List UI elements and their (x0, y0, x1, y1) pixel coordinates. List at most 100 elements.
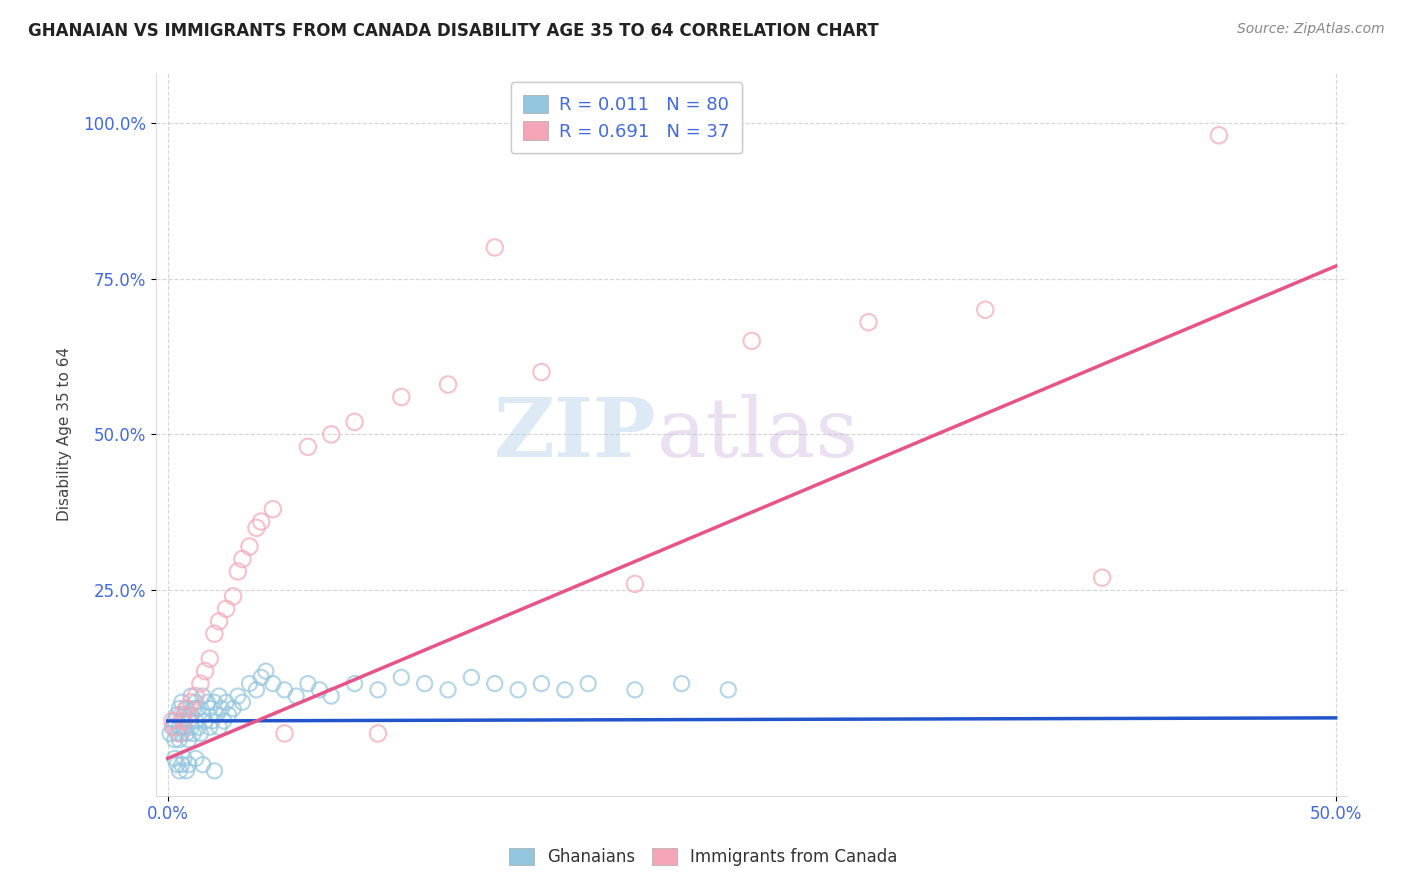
Point (208, 720, 231, 734)
Point (173, 707, 195, 722)
Point (321, 427, 343, 442)
Point (389, 390, 412, 404)
Point (170, 695, 193, 709)
Point (238, 540, 260, 554)
Point (194, 714, 217, 728)
Point (173, 720, 195, 734)
Point (343, 415, 366, 429)
Point (202, 626, 225, 640)
Point (166, 707, 188, 722)
Point (215, 695, 238, 709)
Point (184, 695, 207, 709)
Point (238, 676, 260, 690)
Point (1208, 128, 1230, 143)
Point (170, 707, 193, 722)
Point (162, 720, 184, 734)
Point (176, 701, 198, 715)
Point (180, 695, 202, 709)
Point (197, 695, 219, 709)
Point (226, 565, 249, 579)
Point (671, 676, 693, 690)
Point (209, 701, 232, 715)
Point (187, 720, 209, 734)
Point (297, 676, 319, 690)
Point (245, 521, 267, 535)
Point (321, 689, 343, 703)
Legend: R = 0.011   N = 80, R = 0.691   N = 37: R = 0.011 N = 80, R = 0.691 N = 37 (510, 82, 742, 153)
Point (215, 602, 238, 616)
Point (177, 714, 200, 728)
Point (202, 764, 225, 778)
Point (389, 670, 412, 684)
Point (250, 515, 273, 529)
Point (624, 577, 647, 591)
Point (176, 701, 198, 715)
Point (974, 302, 997, 317)
Point (198, 651, 221, 665)
Point (205, 707, 228, 722)
Point (222, 590, 245, 604)
Point (180, 689, 202, 703)
Point (201, 714, 224, 728)
Point (624, 682, 647, 697)
Point (191, 757, 214, 772)
Point (169, 726, 191, 740)
Point (183, 726, 205, 740)
Text: atlas: atlas (657, 394, 859, 475)
Point (413, 676, 436, 690)
Point (180, 720, 202, 734)
Point (217, 707, 239, 722)
Point (198, 720, 221, 734)
Point (190, 726, 212, 740)
Point (163, 751, 186, 765)
Point (208, 615, 231, 629)
Point (250, 670, 273, 684)
Point (163, 732, 186, 747)
Point (254, 664, 277, 678)
Point (191, 707, 214, 722)
Point (184, 714, 207, 728)
Point (554, 682, 576, 697)
Point (170, 714, 193, 728)
Point (198, 701, 221, 715)
Point (166, 726, 188, 740)
Point (183, 701, 205, 715)
Point (741, 334, 763, 348)
Point (231, 695, 253, 709)
Y-axis label: Disability Age 35 to 64: Disability Age 35 to 64 (58, 347, 72, 522)
Point (169, 720, 191, 734)
Point (222, 701, 245, 715)
Point (184, 689, 207, 703)
Point (273, 726, 295, 740)
Point (506, 682, 529, 697)
Point (169, 764, 191, 778)
Point (858, 315, 880, 329)
Point (530, 365, 553, 379)
Point (717, 682, 740, 697)
Point (184, 751, 207, 765)
Point (1091, 571, 1114, 585)
Point (173, 714, 195, 728)
Point (262, 676, 284, 690)
Point (202, 695, 225, 709)
Point (180, 707, 202, 722)
Point (297, 440, 319, 454)
Point (273, 682, 295, 697)
Text: GHANAIAN VS IMMIGRANTS FROM CANADA DISABILITY AGE 35 TO 64 CORRELATION CHART: GHANAIAN VS IMMIGRANTS FROM CANADA DISAB… (28, 22, 879, 40)
Point (159, 726, 181, 740)
Point (231, 552, 253, 566)
Point (187, 701, 209, 715)
Point (169, 701, 191, 715)
Point (285, 689, 308, 703)
Point (177, 732, 200, 747)
Point (177, 707, 200, 722)
Point (367, 682, 389, 697)
Point (484, 676, 506, 690)
Point (163, 720, 186, 734)
Point (169, 732, 191, 747)
Point (262, 502, 284, 516)
Point (170, 726, 193, 740)
Point (162, 714, 184, 728)
Point (212, 714, 235, 728)
Point (163, 714, 186, 728)
